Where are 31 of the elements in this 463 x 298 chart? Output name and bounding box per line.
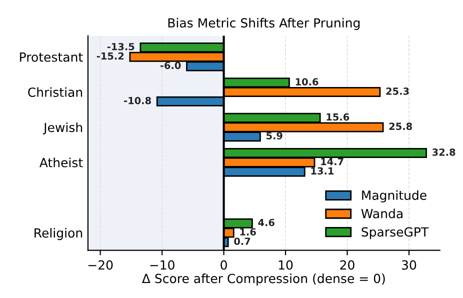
y-tick-label: Religion [34,228,82,240]
legend-label: SparseGPT [362,227,429,240]
data-label: 5.9 [266,132,282,140]
x-tick-label: −10 [150,260,174,270]
data-label: -13.5 [107,42,134,50]
x-tick-label: 20 [340,260,354,270]
data-label: 0.7 [234,238,250,245]
data-label: 25.3 [386,88,409,95]
x-tick-label: 30 [402,260,416,270]
data-label: -15.2 [96,52,124,60]
data-label: 32.8 [432,148,456,156]
x-axis-title: Δ Score after Compression (dense = 0) [142,274,385,286]
data-label: 14.7 [321,158,344,166]
data-label: -10.8 [124,96,151,104]
chart-title: Bias Metric Shifts After Pruning [168,18,360,30]
legend-label: Wanda [361,208,402,218]
data-label: 4.6 [258,218,274,226]
x-tick-label: 0 [220,260,227,270]
data-label: 25.8 [389,122,412,130]
y-tick-label: Protestant [20,52,83,62]
data-label: 15.6 [326,113,350,121]
x-tick-label: −20 [88,260,113,270]
y-tick-label: Atheist [39,158,83,168]
y-tick-label: Jewish [42,122,82,134]
data-label: -6.0 [160,62,181,70]
y-tick-label: Christian [28,87,82,97]
legend-label: Magnitude [362,190,426,202]
data-label: 10.6 [296,78,318,86]
x-tick-label: 10 [278,260,293,270]
data-label: 1.6 [240,228,256,236]
data-label: 13.1 [311,167,334,175]
